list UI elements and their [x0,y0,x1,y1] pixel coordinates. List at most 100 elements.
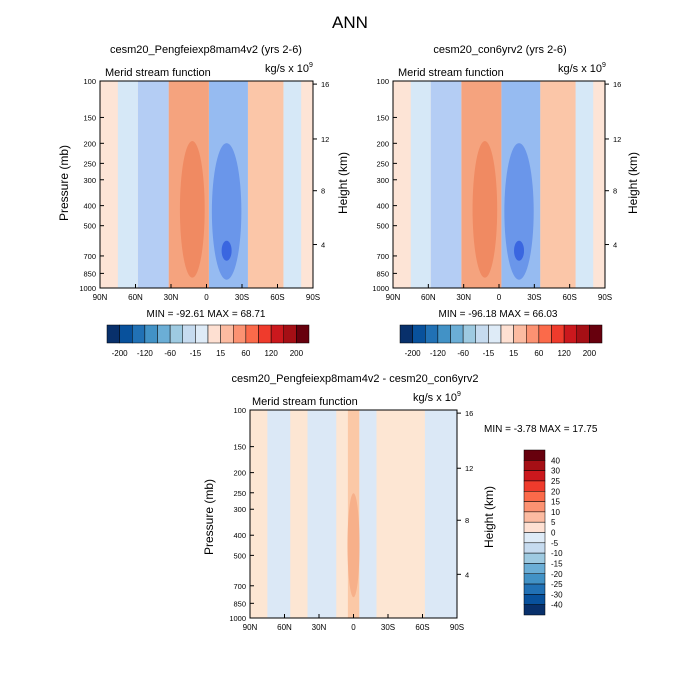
plot-area [250,410,457,618]
height-tick-label: 8 [465,516,469,525]
colorbar-swatch [182,324,196,344]
y-tick-label: 150 [83,113,96,122]
stats-text: MIN = -92.61 MAX = 68.71 [147,309,266,320]
colorbar-label: 15 [509,349,518,358]
x-tick-label: 0 [351,623,356,632]
y-tick-label: 400 [83,202,96,211]
y-tick-label: 700 [376,252,389,261]
x-tick-label: 60S [563,293,577,302]
colorbar-label: 60 [534,349,543,358]
cell-core-south [211,143,242,280]
cell-core-south [504,143,534,280]
y-tick-label: 200 [83,139,96,148]
height-tick-label: 12 [321,135,329,144]
contour-band-1 [575,81,594,288]
x-tick-label: 30N [456,293,471,302]
x-tick-label: 60S [270,293,284,302]
colorbar-label: -15 [483,349,495,358]
colorbar-label: -5 [551,539,559,548]
colorbar-label: 5 [551,518,556,527]
y-axis-title: Pressure (mb) [57,145,71,221]
contour-band-1 [376,410,425,618]
colorbar-swatch [523,552,546,564]
colorbar-swatch [523,563,546,574]
colorbar-label: -40 [551,601,563,610]
colorbar-swatch [513,324,527,344]
height-tick-label: 12 [465,464,473,473]
colorbar-swatch [220,324,234,344]
height-tick-label: 12 [613,135,621,144]
cell-core-north [179,141,205,278]
y-tick-label: 250 [83,159,96,168]
x-tick-label: 60N [277,623,292,632]
colorbar-label: 20 [551,487,560,496]
colorbar-swatch [258,324,272,344]
y-tick-label: 850 [376,269,389,278]
colorbar-swatch [283,324,297,344]
colorbar-swatch [523,532,546,544]
colorbar-label: -120 [137,349,154,358]
panel-units: kg/s x 109 [265,62,313,75]
x-tick-label: 90N [386,293,401,302]
panel-units: kg/s x 109 [558,62,606,75]
y-tick-label: 250 [376,159,389,168]
colorbar-label: 25 [551,477,560,486]
colorbar-swatch [523,460,546,471]
colorbar-swatch [576,324,590,344]
plot-area [393,81,605,288]
y-tick-label: 100 [83,77,96,86]
colorbar-swatch [132,324,146,344]
colorbar-label: 0 [551,529,556,538]
x-tick-label: 60N [421,293,436,302]
x-tick-label: 0 [204,293,209,302]
figure-title: ANN [332,13,368,32]
colorbar-swatch [523,449,546,461]
contour-band-0 [301,81,313,288]
diff-core [347,493,360,598]
contour-band-6 [290,410,308,618]
contour-band-5 [307,410,337,618]
panel-experiment: cesm20_Pengfeiexp8mam4v2 (yrs 2-6) Merid… [57,44,350,358]
y-tick-label: 400 [233,531,246,540]
contour-band-7 [267,410,291,618]
colorbar-label: 200 [290,349,304,358]
y-tick-label: 150 [376,113,389,122]
panel-title: cesm20_Pengfeiexp8mam4v2 (yrs 2-6) [110,44,302,56]
x-tick-label: 30S [527,293,541,302]
contour-band-6 [410,81,431,288]
colorbar-label: -60 [164,349,176,358]
colorbar-swatch [589,324,603,344]
panel-title: cesm20_Pengfeiexp8mam4v2 - cesm20_con6yr… [231,373,478,385]
colorbar-swatch [523,511,546,523]
colorbar-swatch [523,480,546,492]
colorbar-label: 30 [551,467,560,476]
contour-band-2 [247,81,284,288]
x-tick-label: 60N [128,293,143,302]
colorbar-swatch [425,324,439,344]
colorbar-label: -15 [190,349,202,358]
colorbar-swatch [195,324,209,344]
colorbar-label: -200 [112,349,129,358]
colorbar-swatch [523,491,546,502]
contour-band-5 [137,81,169,288]
colorbar-swatch [523,594,546,605]
y-tick-label: 700 [83,252,96,261]
panel-subtitle: Merid stream function [252,396,358,408]
contour-band-6 [117,81,138,288]
height-tick-label: 16 [465,409,473,418]
height-tick-label: 8 [321,187,325,196]
panel-difference: cesm20_Pengfeiexp8mam4v2 - cesm20_con6yr… [202,373,598,632]
contour-band-0 [593,81,605,288]
colorbar-swatch [144,324,158,344]
colorbar-swatch [526,324,540,344]
colorbar-swatch [119,324,133,344]
colorbar-label: -10 [551,549,563,558]
colorbar-swatch [412,324,426,344]
colorbar-swatch [523,604,546,616]
y-tick-label: 850 [233,599,246,608]
height-tick-label: 16 [613,80,621,89]
y-tick-label: 500 [376,222,389,231]
y-tick-label: 200 [233,469,246,478]
colorbar-swatch [157,324,171,344]
colorbar-swatch [450,324,464,344]
